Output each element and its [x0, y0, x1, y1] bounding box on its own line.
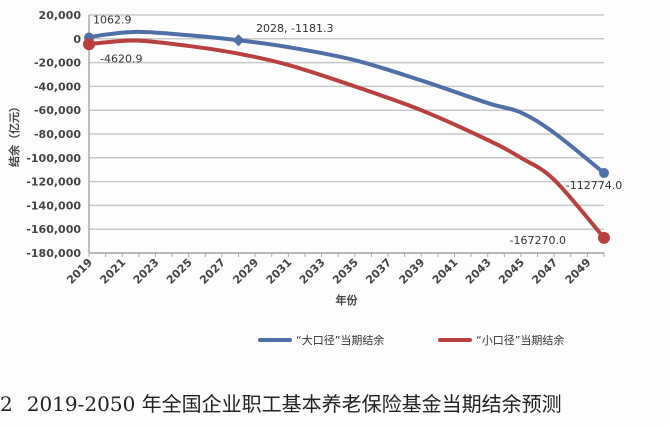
- x-axis-label: 年份: [336, 293, 359, 307]
- y-tick-label: -180,000: [26, 247, 81, 260]
- y-tick-label: -140,000: [26, 199, 81, 212]
- x-tick-label: 2049: [563, 256, 594, 287]
- y-tick-label: -20,000: [34, 57, 81, 70]
- endpoint-marker: [599, 168, 609, 179]
- caption-text: 2019-2050 年全国企业职工基本养老保险基金当期结余预测: [26, 392, 562, 416]
- y-tick-label: 20,000: [39, 9, 82, 22]
- series-line-0: [87, 29, 606, 176]
- y-tick-label: -60,000: [34, 104, 81, 117]
- chart: 20,000 0 -20,000 -40,000 -60,000 -80,000 -100,…: [7, 9, 622, 347]
- y-tick-label: -80,000: [34, 128, 81, 141]
- y-tick-label: -120,000: [26, 176, 81, 189]
- figure-caption: 2 2019-2050 年全国企业职工基本养老保险基金当期结余预测: [0, 388, 576, 417]
- y-tick-label: 0: [73, 33, 81, 46]
- x-tick-label: 2039: [397, 256, 428, 287]
- y-tick-label: -100,000: [26, 152, 81, 165]
- data-label: -112774.0: [566, 179, 622, 192]
- endpoint-marker: [83, 38, 95, 51]
- x-tick-label: 2033: [297, 256, 328, 287]
- x-tick-label: 2037: [363, 256, 394, 287]
- legend-label: “大口径”当期结余: [296, 333, 384, 347]
- diamond-marker: [232, 34, 245, 47]
- data-label: 1062.9: [93, 14, 132, 27]
- x-tick-label: 2025: [164, 256, 195, 287]
- figure-number: 2: [0, 392, 13, 416]
- x-tick-label: 2019: [64, 256, 95, 287]
- x-tick-label: 2031: [264, 256, 295, 287]
- y-axis-label: 结余（亿元）: [7, 101, 21, 168]
- y-tick-label: -160,000: [26, 223, 81, 236]
- legend-label: “小口径”当期结余: [476, 333, 564, 347]
- endpoint-marker: [598, 231, 610, 244]
- series-line-1: [87, 38, 606, 240]
- x-tick-label: 2041: [430, 256, 461, 287]
- x-tick-label: 2021: [97, 256, 128, 287]
- x-tick-label: 2027: [197, 256, 228, 287]
- x-tick-label: 2023: [131, 256, 162, 287]
- x-tick-label: 2029: [230, 256, 261, 287]
- x-tick-label: 2047: [529, 256, 560, 287]
- y-tick-label: -40,000: [34, 80, 81, 93]
- data-label: 2028, -1181.3: [256, 22, 333, 35]
- x-tick-label: 2043: [463, 256, 494, 287]
- x-tick-label: 2035: [330, 256, 361, 287]
- x-tick-label: 2045: [496, 256, 527, 287]
- data-label: -4620.9: [100, 52, 142, 65]
- data-label: -167270.0: [510, 234, 566, 247]
